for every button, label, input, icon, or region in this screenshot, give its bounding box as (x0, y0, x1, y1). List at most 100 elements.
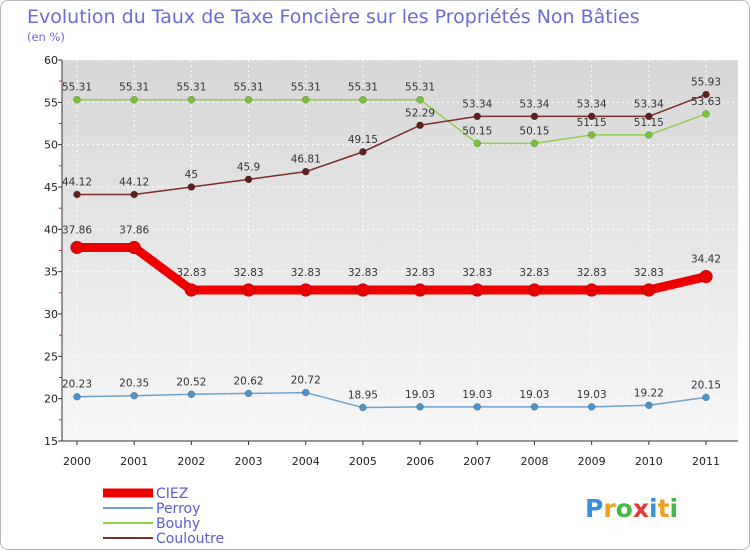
point-perroy-2006 (416, 403, 424, 411)
data-label-ciez-2010: 32.83 (634, 267, 664, 279)
data-label-bouhy-2010: 51.15 (634, 117, 664, 129)
proxiti-logo: Proxiti (585, 494, 678, 523)
point-ciez-2005 (356, 283, 370, 297)
y-tick-label-50: 50 (44, 139, 58, 152)
series-group (70, 90, 713, 412)
data-label-perroy-2003: 20.62 (234, 375, 264, 387)
point-couloutre-2003 (244, 175, 253, 184)
x-tick-label-2006: 2006 (406, 455, 434, 468)
logo-text: Proxiti (585, 494, 678, 523)
point-ciez-2004 (298, 283, 313, 297)
data-label-perroy-2004: 20.72 (291, 375, 321, 387)
point-bouhy-2004 (301, 95, 310, 104)
x-tick-label-2011: 2011 (692, 455, 720, 468)
series-line-couloutre (76, 93, 707, 196)
data-label-perroy-2007: 19.03 (462, 389, 492, 401)
data-label-ciez-2001: 37.86 (119, 224, 149, 236)
point-perroy-2003 (244, 389, 253, 398)
point-bouhy-2002 (187, 95, 196, 104)
point-couloutre-2009 (587, 112, 596, 121)
data-label-perroy-2009: 19.03 (577, 389, 607, 401)
point-perroy-2007 (473, 403, 482, 411)
point-ciez-2002 (184, 283, 199, 297)
point-ciez-2011 (699, 269, 713, 284)
chart-title: Evolution du Taux de Taxe Foncière sur l… (27, 6, 640, 28)
legend-label-bouhy: Bouhy (156, 516, 200, 532)
point-bouhy-2006 (416, 95, 424, 104)
y-tick-label-60: 60 (44, 54, 58, 67)
data-label-ciez-2009: 32.83 (577, 267, 607, 279)
data-label-ciez-2004: 32.83 (291, 267, 321, 279)
series-line-ciez (72, 242, 711, 295)
data-labels: 55.31 55.31 55.31 55.31 55.31 55.31 55.31 50.15… (62, 76, 721, 401)
point-ciez-2003 (241, 283, 256, 297)
data-label-ciez-2003: 32.83 (234, 267, 264, 279)
data-label-couloutre-2009: 53.34 (577, 98, 607, 110)
logo-letter: x (633, 494, 649, 523)
point-bouhy-2011 (702, 110, 710, 118)
point-ciez-2001 (127, 240, 141, 255)
data-label-ciez-2008: 32.83 (519, 267, 549, 279)
data-label-perroy-2002: 20.52 (176, 376, 206, 388)
point-couloutre-2011 (702, 90, 710, 99)
point-bouhy-2005 (359, 95, 367, 104)
x-tick-label-2007: 2007 (463, 455, 491, 468)
point-couloutre-2004 (301, 167, 310, 176)
data-label-ciez-2007: 32.83 (462, 267, 492, 279)
data-label-ciez-2011: 34.42 (691, 254, 721, 266)
point-ciez-2009 (584, 283, 599, 297)
series-line-perroy (76, 391, 707, 409)
data-label-perroy-2000: 20.23 (62, 379, 92, 391)
plot-area (62, 60, 738, 441)
point-couloutre-2008 (530, 112, 539, 121)
y-tick-label-15: 15 (44, 435, 58, 448)
point-couloutre-2000 (73, 190, 81, 199)
point-perroy-2000 (73, 392, 81, 401)
data-label-couloutre-2004: 46.81 (291, 154, 321, 166)
data-label-bouhy-2008: 50.15 (519, 125, 549, 137)
x-tick-label-2008: 2008 (520, 455, 548, 468)
data-label-bouhy-2009: 51.15 (577, 117, 607, 129)
data-label-ciez-2005: 32.83 (348, 267, 378, 279)
point-perroy-2002 (187, 390, 196, 399)
point-bouhy-2010 (645, 131, 653, 139)
data-label-couloutre-2011: 55.93 (691, 76, 721, 88)
point-perroy-2009 (587, 403, 596, 411)
data-label-bouhy-2001: 55.31 (119, 82, 149, 94)
x-tick-label-2010: 2010 (635, 455, 663, 468)
point-perroy-2005 (359, 403, 367, 412)
y-tick-label-45: 45 (44, 181, 58, 194)
point-bouhy-2000 (73, 95, 81, 104)
point-bouhy-2007 (473, 139, 482, 148)
logo-letter: o (616, 494, 633, 523)
point-perroy-2001 (130, 391, 138, 400)
point-couloutre-2007 (473, 112, 482, 121)
point-perroy-2010 (645, 401, 653, 410)
data-label-bouhy-2006: 55.31 (405, 82, 435, 94)
data-label-perroy-2008: 19.03 (519, 389, 549, 401)
data-label-bouhy-2003: 55.31 (234, 82, 264, 94)
point-bouhy-2003 (244, 95, 253, 104)
y-tick-label-40: 40 (44, 223, 58, 236)
data-label-ciez-2006: 32.83 (405, 267, 435, 279)
y-tick-label-35: 35 (44, 266, 58, 279)
data-label-couloutre-2002: 45 (185, 169, 198, 181)
data-label-bouhy-2004: 55.31 (291, 82, 321, 94)
point-perroy-2008 (530, 403, 539, 411)
data-label-bouhy-2005: 55.31 (348, 82, 378, 94)
data-label-couloutre-2006: 52.29 (405, 107, 435, 119)
data-label-couloutre-2007: 53.34 (462, 98, 492, 110)
data-label-perroy-2011: 20.15 (691, 379, 721, 391)
point-bouhy-2009 (587, 131, 596, 139)
x-tick-label-2005: 2005 (349, 455, 377, 468)
point-ciez-2000 (70, 240, 84, 255)
data-label-bouhy-2011: 53.63 (691, 96, 721, 108)
logo-letter: i (670, 494, 679, 523)
legend-label-ciez: CIEZ (156, 486, 188, 502)
series-line-bouhy (76, 98, 707, 145)
data-label-couloutre-2005: 49.15 (348, 134, 378, 146)
data-label-couloutre-2003: 45.9 (237, 161, 260, 173)
data-label-couloutre-2001: 44.12 (119, 176, 149, 188)
